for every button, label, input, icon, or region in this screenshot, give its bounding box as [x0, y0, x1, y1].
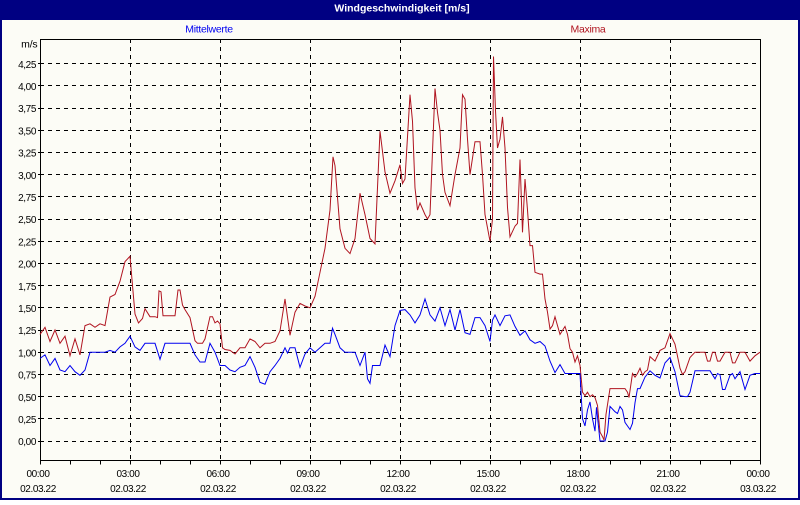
svg-text:1,75: 1,75: [18, 282, 37, 293]
svg-text:03:00: 03:00: [116, 469, 140, 480]
svg-text:1,50: 1,50: [18, 304, 37, 315]
svg-text:06:00: 06:00: [206, 469, 230, 480]
svg-text:02.03.22: 02.03.22: [380, 484, 417, 495]
svg-text:0,00: 0,00: [18, 437, 37, 448]
svg-text:m/s: m/s: [21, 39, 37, 51]
svg-text:4,00: 4,00: [18, 82, 37, 93]
svg-text:2,25: 2,25: [18, 237, 37, 248]
svg-text:Mittelwerte: Mittelwerte: [185, 24, 233, 36]
svg-text:15:00: 15:00: [476, 469, 500, 480]
svg-text:02.03.22: 02.03.22: [290, 484, 327, 495]
svg-text:0,50: 0,50: [18, 393, 37, 404]
svg-text:2,00: 2,00: [18, 260, 37, 271]
svg-text:0,75: 0,75: [18, 371, 37, 382]
svg-text:02.03.22: 02.03.22: [200, 484, 237, 495]
svg-text:1,00: 1,00: [18, 348, 37, 359]
svg-text:02.03.22: 02.03.22: [560, 484, 597, 495]
svg-text:3,50: 3,50: [18, 126, 37, 137]
svg-text:2,75: 2,75: [18, 193, 37, 204]
svg-text:00:00: 00:00: [26, 469, 50, 480]
svg-text:Windgeschwindigkeit [m/s]: Windgeschwindigkeit [m/s]: [334, 3, 469, 15]
svg-text:3,75: 3,75: [18, 104, 37, 115]
svg-text:4,25: 4,25: [18, 60, 37, 71]
svg-text:3,00: 3,00: [18, 171, 37, 182]
svg-text:02.03.22: 02.03.22: [110, 484, 147, 495]
svg-text:21:00: 21:00: [656, 469, 680, 480]
svg-text:1,25: 1,25: [18, 326, 37, 337]
svg-text:02.03.22: 02.03.22: [20, 484, 57, 495]
svg-text:02.03.22: 02.03.22: [650, 484, 687, 495]
svg-text:2,50: 2,50: [18, 215, 37, 226]
svg-text:03.03.22: 03.03.22: [740, 484, 777, 495]
svg-text:02.03.22: 02.03.22: [470, 484, 507, 495]
svg-text:18:00: 18:00: [566, 469, 590, 480]
svg-text:00:00: 00:00: [746, 469, 770, 480]
svg-text:Maxima: Maxima: [571, 24, 606, 36]
svg-text:3,25: 3,25: [18, 149, 37, 160]
svg-text:0,25: 0,25: [18, 415, 37, 426]
svg-text:12:00: 12:00: [386, 469, 410, 480]
svg-text:09:00: 09:00: [296, 469, 320, 480]
